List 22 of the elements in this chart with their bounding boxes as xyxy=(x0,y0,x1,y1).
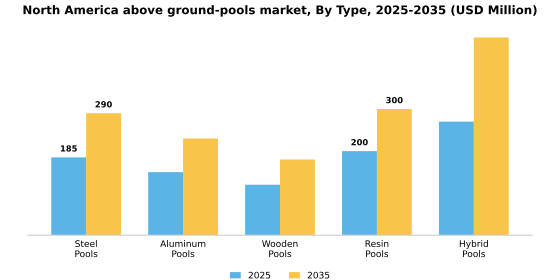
data-label: 200 xyxy=(351,139,368,146)
x-tick-label: Resin Pools xyxy=(366,240,388,258)
data-label: 300 xyxy=(386,96,403,104)
x-tick-label: Steel Pools xyxy=(75,240,98,258)
bar xyxy=(438,122,474,236)
x-tick-label: Wooden Pools xyxy=(262,240,298,258)
bar xyxy=(474,38,509,236)
bar xyxy=(86,113,122,236)
data-label: 290 xyxy=(96,101,112,108)
bar xyxy=(245,184,280,236)
data-label: 185 xyxy=(60,145,77,152)
bar xyxy=(376,109,412,236)
legend-label: 2025 xyxy=(248,272,270,279)
bar xyxy=(148,172,184,236)
bar xyxy=(280,160,315,236)
bar xyxy=(183,138,218,236)
x-tick-label: Hybrid Pools xyxy=(460,240,488,258)
bar xyxy=(342,151,377,236)
x-tick-label: Aluminum Pools xyxy=(160,240,206,258)
bar xyxy=(51,157,86,236)
chart-title: North America above ground-pools market, By Type, 2025-2035 (USD Million) xyxy=(24,5,537,17)
legend-label: 2035 xyxy=(308,272,330,279)
